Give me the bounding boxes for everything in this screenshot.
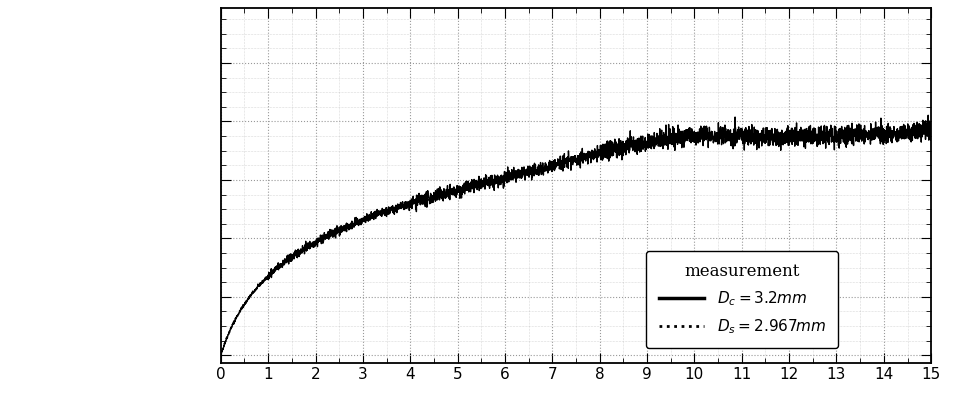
Legend: $D_c = 3.2mm$, $D_s = 2.967mm$: $D_c = 3.2mm$, $D_s = 2.967mm$	[646, 250, 838, 348]
